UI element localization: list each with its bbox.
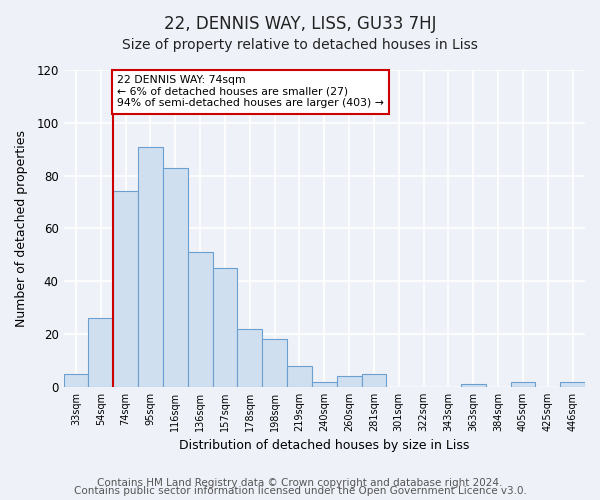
Text: Contains public sector information licensed under the Open Government Licence v3: Contains public sector information licen… bbox=[74, 486, 526, 496]
Y-axis label: Number of detached properties: Number of detached properties bbox=[15, 130, 28, 327]
Bar bbox=[511, 382, 535, 387]
Bar bbox=[461, 384, 485, 387]
Bar bbox=[362, 374, 386, 387]
Bar bbox=[113, 192, 138, 387]
Bar bbox=[560, 382, 585, 387]
Text: Contains HM Land Registry data © Crown copyright and database right 2024.: Contains HM Land Registry data © Crown c… bbox=[97, 478, 503, 488]
Text: 22 DENNIS WAY: 74sqm
← 6% of detached houses are smaller (27)
94% of semi-detach: 22 DENNIS WAY: 74sqm ← 6% of detached ho… bbox=[117, 76, 384, 108]
Bar bbox=[188, 252, 212, 387]
Bar bbox=[64, 374, 88, 387]
Text: Size of property relative to detached houses in Liss: Size of property relative to detached ho… bbox=[122, 38, 478, 52]
Bar bbox=[312, 382, 337, 387]
Bar bbox=[238, 329, 262, 387]
Bar bbox=[287, 366, 312, 387]
Bar bbox=[337, 376, 362, 387]
Bar bbox=[212, 268, 238, 387]
Bar bbox=[138, 146, 163, 387]
Bar bbox=[262, 340, 287, 387]
Bar bbox=[163, 168, 188, 387]
Text: 22, DENNIS WAY, LISS, GU33 7HJ: 22, DENNIS WAY, LISS, GU33 7HJ bbox=[164, 15, 436, 33]
Bar bbox=[88, 318, 113, 387]
X-axis label: Distribution of detached houses by size in Liss: Distribution of detached houses by size … bbox=[179, 440, 469, 452]
